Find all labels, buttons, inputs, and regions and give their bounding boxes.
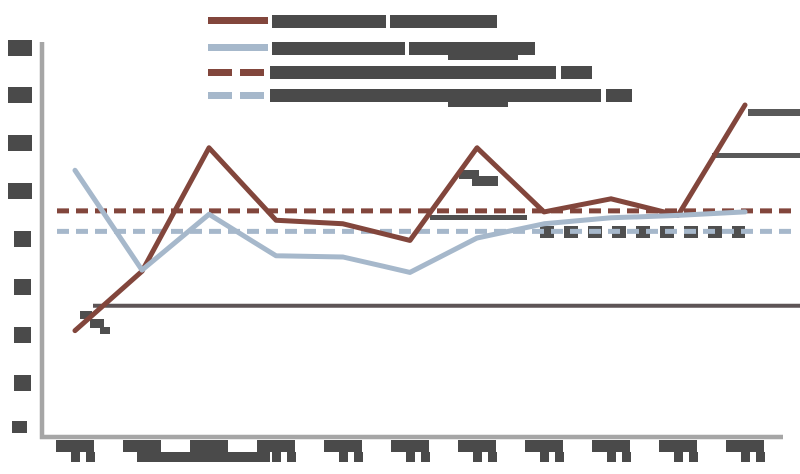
x-tick-label-redacted	[86, 452, 95, 462]
x-tick-label-redacted	[689, 452, 698, 462]
annotation-right-line-top-redacted	[748, 109, 800, 116]
y-tick-label-redacted	[8, 87, 32, 103]
x-tick-label-redacted	[190, 440, 228, 452]
x-tick-label-redacted	[674, 452, 683, 462]
x-tick-label-redacted	[488, 452, 497, 462]
legend-label-redacted	[448, 102, 508, 107]
x-tick-label-redacted	[339, 452, 348, 462]
annotation-peak-label-redacted	[459, 170, 479, 179]
series-2-solid-light-blue-line	[72, 167, 748, 275]
x-tick-label-redacted	[592, 440, 630, 452]
y-tick-label-redacted	[14, 375, 31, 391]
legend-label-redacted	[272, 42, 405, 55]
legend-label-redacted	[448, 55, 518, 60]
x-tick-label-redacted	[354, 452, 363, 462]
x-tick-label-redacted	[473, 452, 482, 462]
annotation-line-start-redacted	[90, 319, 104, 328]
legend-swatch-dashed-red-icon	[240, 69, 264, 76]
x-tick-label-redacted	[726, 440, 764, 452]
x-tick-label-redacted	[56, 440, 94, 452]
x-tick-label-redacted	[741, 452, 750, 462]
x-tick-label-redacted	[71, 452, 80, 462]
legend-label-redacted	[606, 89, 632, 102]
x-tick-label-redacted	[622, 452, 631, 462]
x-tick-label-redacted	[406, 452, 415, 462]
x-tick-label-redacted	[257, 440, 295, 452]
y-tick-label-redacted	[14, 231, 31, 247]
legend-label-redacted	[272, 15, 386, 28]
x-tick-label-second-line-redacted	[137, 452, 270, 462]
x-tick-label-redacted	[421, 452, 430, 462]
annotation-line-start-redacted	[80, 311, 92, 319]
x-tick-label-redacted	[458, 440, 496, 452]
x-tick-label-redacted	[607, 452, 616, 462]
x-tick-label-redacted	[287, 452, 296, 462]
y-tick-label-redacted	[14, 327, 31, 343]
x-tick-label-redacted	[272, 452, 281, 462]
legend-swatch-solid-red-icon	[208, 17, 268, 24]
x-tick-label-redacted	[540, 452, 549, 462]
series-1-solid-dark-red-line	[72, 102, 748, 334]
x-tick-label-redacted	[756, 452, 765, 462]
x-tick-label-redacted	[659, 440, 697, 452]
legend-label-redacted	[270, 66, 556, 79]
legend-label-redacted	[390, 15, 497, 28]
y-tick-label-redacted	[8, 183, 32, 199]
legend-label-redacted	[270, 89, 601, 102]
axis-lines	[39, 42, 783, 440]
annotation-dashed-red-label-redacted	[430, 215, 527, 220]
y-tick-label-redacted	[8, 135, 32, 151]
x-tick-label-redacted	[123, 440, 161, 452]
legend-label-redacted	[409, 42, 535, 55]
y-tick-label-redacted	[14, 279, 31, 295]
legend-label-redacted	[561, 66, 592, 79]
y-tick-label-redacted	[8, 40, 32, 56]
annotation-right-line-lower-redacted	[712, 153, 800, 158]
annotation-peak-label-redacted	[472, 176, 498, 186]
x-tick-label-redacted	[555, 452, 564, 462]
legend-swatch-dashed-red-icon	[208, 69, 232, 76]
legend-swatch-dashed-blue-icon	[240, 92, 264, 99]
y-tick-label-redacted	[12, 421, 27, 433]
x-tick-label-redacted	[525, 440, 563, 452]
annotation-line-start-redacted	[100, 327, 110, 334]
legend-swatch-solid-blue-icon	[208, 44, 268, 51]
x-tick-label-redacted	[324, 440, 362, 452]
legend-swatch-dashed-blue-icon	[208, 92, 232, 99]
x-tick-label-redacted	[391, 440, 429, 452]
